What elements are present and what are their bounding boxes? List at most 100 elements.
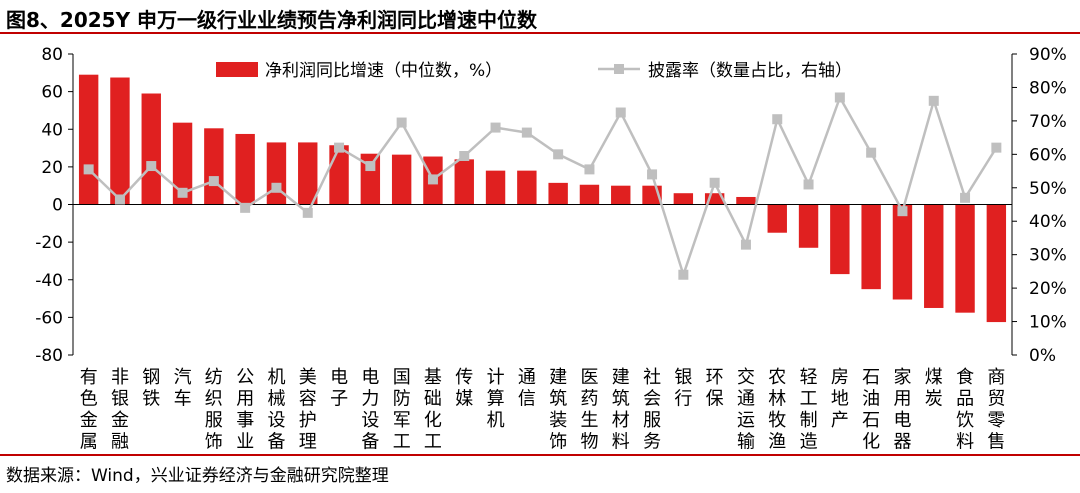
footer-divider (0, 454, 1080, 456)
line-point (84, 164, 94, 174)
line-point (491, 123, 501, 133)
bar (893, 205, 912, 300)
bar (142, 94, 161, 205)
line-point (772, 114, 782, 124)
right-axis: 90% 80% 70% 60% 50% 40% 30% 20% 10% 0% (1012, 45, 1067, 366)
legend-line-label: 披露率（数量占比，右轴） (648, 61, 852, 81)
line-point (115, 194, 125, 204)
line-point (960, 193, 970, 203)
left-tick-label: 20 (41, 158, 63, 178)
bar (736, 197, 755, 205)
line-point (804, 179, 814, 189)
left-tick-label: 0 (52, 196, 63, 216)
left-tick-label: -40 (35, 271, 63, 291)
x-tick-label: 基础化工 (424, 367, 442, 453)
x-tick-label: 机械设备 (268, 367, 286, 453)
x-tick-label: 银行 (674, 367, 692, 410)
line-point (553, 149, 563, 159)
x-tick-label: 建筑材料 (612, 367, 630, 453)
bar (580, 185, 599, 205)
line-point (678, 270, 688, 280)
line-point (209, 176, 219, 186)
bar (329, 145, 348, 204)
line-point (647, 169, 657, 179)
line-point (897, 206, 907, 216)
legend-bar-swatch (216, 62, 258, 77)
right-tick-label: 90% (1029, 45, 1067, 65)
left-axis: 80 60 40 20 0 -20 -40 -60 -80 (35, 45, 73, 366)
line-point (835, 92, 845, 102)
bar (924, 205, 943, 308)
right-tick-label: 30% (1029, 246, 1067, 266)
disclosure-rate-line (89, 98, 997, 275)
x-axis-labels: 有色金属非银金融钢铁汽车纺织服饰公用事业机械设备美容护理电子电力设备国防军工基础… (80, 367, 1006, 453)
left-tick-label: 40 (41, 120, 63, 140)
left-tick-label: -20 (35, 233, 63, 253)
x-tick-label: 国防军工 (393, 367, 411, 453)
x-tick-label: 建筑装饰 (549, 367, 567, 453)
line-point (459, 151, 469, 161)
line-point (991, 143, 1001, 153)
x-tick-label: 食品饮料 (956, 367, 974, 453)
x-tick-label: 有色金属 (80, 367, 98, 453)
bar (768, 205, 787, 233)
right-tick-label: 20% (1029, 279, 1067, 299)
left-tick-label: -60 (35, 308, 63, 328)
bar (799, 205, 818, 248)
left-tick-label: -80 (35, 346, 63, 366)
x-tick-label: 美容护理 (299, 367, 317, 453)
bar (455, 159, 474, 204)
line-point (397, 118, 407, 128)
x-tick-label: 电力设备 (361, 367, 379, 453)
line-point (866, 148, 876, 158)
line-point (616, 108, 626, 118)
bar (267, 142, 286, 204)
bar (517, 171, 536, 205)
x-tick-label: 医药生物 (581, 367, 599, 453)
right-tick-label: 0% (1029, 346, 1056, 366)
legend-line-marker (614, 64, 624, 74)
bar (204, 128, 223, 204)
line-point (584, 164, 594, 174)
legend: 净利润同比增速（中位数，%） 披露率（数量占比，右轴） (216, 61, 852, 81)
x-tick-label: 房地产 (831, 367, 849, 431)
x-tick-label: 农林牧渔 (768, 367, 786, 453)
line-point (365, 161, 375, 171)
bar (611, 186, 630, 205)
bar (298, 142, 317, 204)
line-point (741, 240, 751, 250)
bar-series (79, 75, 1006, 322)
bar (861, 205, 880, 290)
x-tick-label: 环保 (706, 367, 724, 410)
x-tick-label: 家用电器 (894, 367, 912, 453)
x-tick-label: 纺织服饰 (205, 367, 223, 453)
bar (392, 155, 411, 205)
right-tick-label: 40% (1029, 212, 1067, 232)
bar (674, 193, 693, 204)
x-tick-label: 交通运输 (737, 367, 755, 453)
right-tick-label: 60% (1029, 145, 1067, 165)
x-tick-label: 汽车 (174, 367, 192, 410)
x-tick-label: 社会服务 (643, 367, 661, 453)
x-tick-label: 商贸零售 (987, 367, 1005, 453)
right-tick-label: 50% (1029, 179, 1067, 199)
bar (987, 205, 1006, 323)
x-tick-label: 计算机 (487, 367, 505, 431)
x-tick-label: 非银金融 (111, 367, 129, 453)
right-tick-label: 70% (1029, 112, 1067, 132)
line-point (271, 183, 281, 193)
x-tick-label: 电子 (330, 367, 348, 410)
line-point (710, 178, 720, 188)
line-point (178, 188, 188, 198)
bar (955, 205, 974, 313)
x-tick-label: 传媒 (455, 367, 473, 410)
chart: 806040200-20-40-60-80 90%80%70%60%50%40%… (0, 0, 1080, 455)
x-tick-label: 公用事业 (236, 367, 254, 453)
x-tick-label: 通信 (518, 367, 536, 410)
right-tick-label: 80% (1029, 78, 1067, 98)
bar (110, 78, 129, 205)
x-tick-label: 轻工制造 (800, 367, 818, 453)
x-tick-label: 钢铁 (142, 367, 160, 410)
left-tick-label: 60 (41, 83, 63, 103)
bar (79, 75, 98, 205)
